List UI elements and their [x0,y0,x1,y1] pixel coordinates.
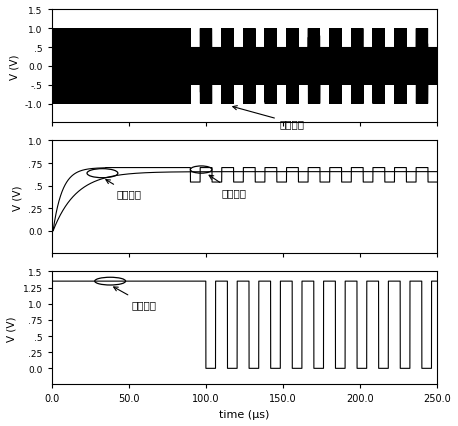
Y-axis label: V (V): V (V) [9,54,19,80]
Text: 解码输出: 解码输出 [114,287,157,309]
Y-axis label: V (V): V (V) [7,316,17,341]
Text: 参考电平: 参考电平 [106,180,142,199]
X-axis label: time (μs): time (μs) [219,409,270,419]
Text: 射频信号: 射频信号 [233,106,305,129]
Text: 包络信号: 包络信号 [209,176,246,197]
Y-axis label: V (V): V (V) [12,185,22,210]
